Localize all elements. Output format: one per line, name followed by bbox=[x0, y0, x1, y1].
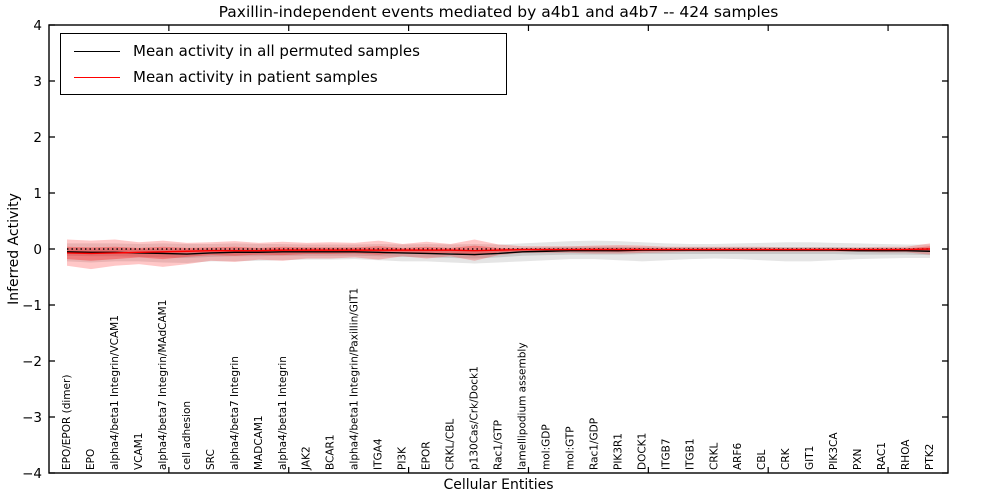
y-tick-label: 4 bbox=[33, 18, 42, 34]
legend-entry-patient: Mean activity in patient samples bbox=[61, 64, 506, 90]
y-tick-label: −3 bbox=[22, 410, 42, 426]
x-category-label: Rac1/GTP bbox=[493, 420, 505, 470]
y-tick-label: −2 bbox=[22, 354, 42, 370]
legend-label-patient: Mean activity in patient samples bbox=[133, 68, 378, 86]
x-category-label: PI3K bbox=[397, 446, 409, 470]
x-category-label: CBL bbox=[756, 449, 768, 470]
chart-title: Paxillin-independent events mediated by … bbox=[218, 3, 779, 21]
x-category-label: p130Cas/Crk/Dock1 bbox=[469, 366, 481, 470]
x-category-label: RAC1 bbox=[876, 442, 888, 470]
x-category-label: EPO/EPOR (dimer) bbox=[61, 375, 73, 470]
x-category-label: MADCAM1 bbox=[253, 415, 265, 470]
x-category-label: Rac1/GDP bbox=[588, 418, 600, 470]
y-tick-label: 1 bbox=[33, 186, 42, 202]
x-category-label: VCAM1 bbox=[133, 433, 145, 470]
patient-line-swatch bbox=[74, 76, 120, 78]
x-category-label: DOCK1 bbox=[636, 433, 648, 470]
x-axis-label: Cellular Entities bbox=[443, 477, 554, 493]
x-category-label: GIT1 bbox=[804, 446, 816, 470]
x-category-label: mol:GDP bbox=[540, 424, 552, 470]
y-axis-label: Inferred Activity bbox=[6, 193, 22, 305]
y-tick-label: 3 bbox=[33, 74, 42, 90]
patient-band-outer bbox=[67, 239, 930, 270]
x-category-label: alpha4/beta1 Integrin/Paxillin/GIT1 bbox=[349, 288, 361, 470]
y-tick-label: 2 bbox=[33, 130, 42, 146]
permuted-band-outer bbox=[67, 240, 930, 264]
x-category-label: cell adhesion bbox=[181, 401, 193, 470]
x-category-label: ITGB1 bbox=[684, 438, 696, 470]
x-category-label: PIK3R1 bbox=[612, 433, 624, 470]
x-category-label: PIK3CA bbox=[828, 432, 840, 470]
x-category-label: BCAR1 bbox=[325, 434, 337, 470]
x-category-label: SRC bbox=[205, 449, 217, 470]
x-category-label: ITGA4 bbox=[373, 438, 385, 470]
x-category-label: lamellipodium assembly bbox=[516, 342, 528, 470]
x-category-label: ITGB7 bbox=[660, 438, 672, 470]
x-category-label: EPO bbox=[85, 449, 97, 470]
patient-mean-line bbox=[66, 248, 931, 255]
x-category-label: alpha4/beta7 Integrin bbox=[229, 356, 241, 470]
legend-label-permuted: Mean activity in all permuted samples bbox=[133, 42, 420, 60]
x-category-label: alpha4/beta1 Integrin bbox=[277, 356, 289, 470]
y-tick-label: 0 bbox=[33, 242, 42, 258]
legend-entry-permuted: Mean activity in all permuted samples bbox=[61, 38, 506, 64]
x-category-label: EPOR bbox=[421, 441, 433, 470]
x-category-label: alpha4/beta7 Integrin/MAdCAM1 bbox=[157, 300, 169, 470]
x-category-label: CRKL/CBL bbox=[445, 419, 457, 470]
x-category-label: mol:GTP bbox=[564, 426, 576, 470]
y-tick-label: −4 bbox=[22, 466, 42, 482]
y-tick-label: −1 bbox=[22, 298, 42, 314]
x-category-label: PXN bbox=[852, 449, 864, 470]
x-category-label: JAK2 bbox=[301, 446, 313, 471]
permuted-line-swatch bbox=[74, 50, 120, 52]
x-category-label: CRK bbox=[780, 447, 792, 470]
x-category-label: RHOA bbox=[900, 439, 912, 470]
legend-box: Mean activity in all permuted samples Me… bbox=[60, 33, 507, 95]
x-category-label: ARF6 bbox=[732, 442, 744, 470]
x-category-label: CRKL bbox=[708, 442, 720, 470]
x-category-label: alpha4/beta1 Integrin/VCAM1 bbox=[109, 315, 121, 470]
x-category-label: PTK2 bbox=[924, 444, 936, 470]
